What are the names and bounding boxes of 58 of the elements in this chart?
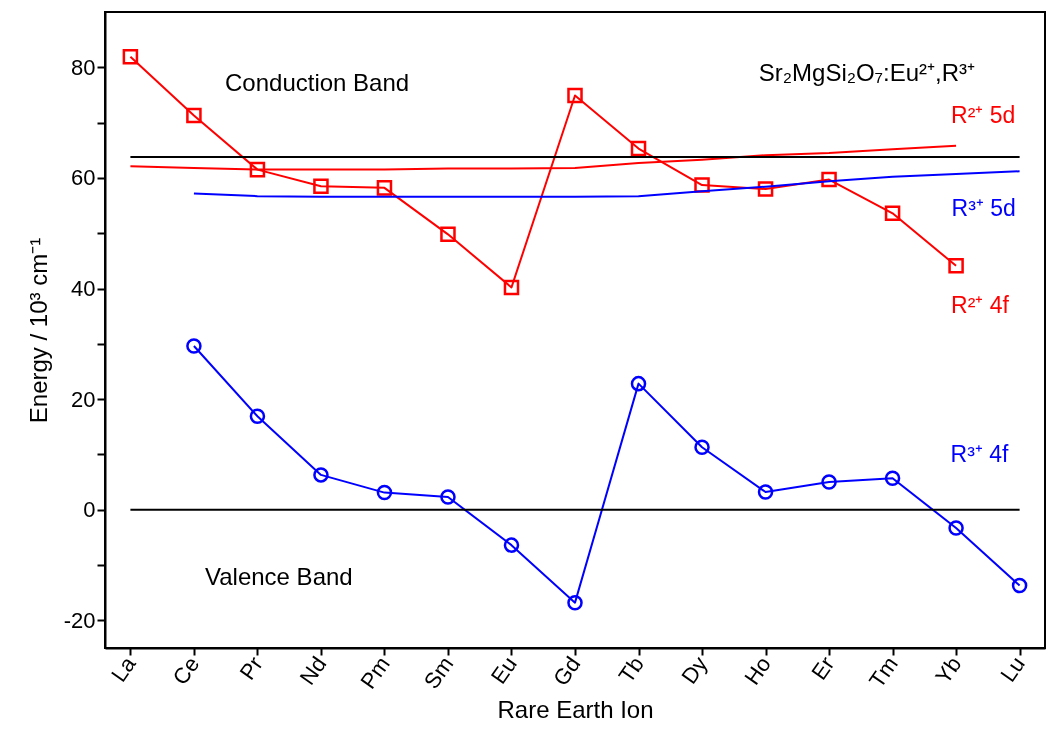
line-series: [192, 170, 1021, 198]
annotation: Sr₂MgSi₂O₇:Eu²⁺,R³⁺: [758, 59, 975, 86]
point: [503, 279, 520, 296]
y-tick-label: -20: [63, 607, 96, 633]
point: [757, 484, 774, 500]
x-tick-label: Tb: [613, 652, 649, 688]
y-tick-label: 60: [71, 165, 96, 191]
x-tick-label: Lu: [995, 652, 1030, 687]
point: [821, 171, 837, 188]
point: [440, 489, 456, 505]
x-tick-label: Pm: [355, 652, 395, 694]
series-label: R²⁺ 4f: [951, 291, 1010, 318]
x-tick-label: La: [106, 651, 142, 687]
y-tick-label: 20: [71, 386, 96, 412]
x-tick-label: Ho: [739, 652, 776, 690]
point: [376, 484, 393, 501]
x-axis-title: Rare Earth Ion: [497, 695, 654, 723]
x-tick-label: Dy: [676, 652, 713, 689]
point: [249, 161, 266, 178]
x-tick-label: Pr: [234, 652, 268, 685]
point: [948, 258, 964, 274]
x-tick-label: Eu: [485, 652, 522, 689]
point: [1011, 577, 1028, 594]
annotation: Valence Band: [205, 563, 353, 590]
y-tick-label: 40: [71, 276, 96, 302]
point: [440, 226, 456, 243]
point: [376, 180, 393, 196]
point: [821, 474, 837, 490]
point: [630, 375, 647, 392]
point: [249, 408, 266, 425]
series-label: R²⁺ 5d: [951, 101, 1016, 128]
point: [567, 87, 583, 104]
point: [122, 49, 139, 65]
point: [630, 140, 647, 157]
point: [186, 338, 202, 354]
y-tick-label: 80: [71, 54, 96, 80]
x-tick-label: Ce: [167, 652, 205, 690]
x-tick-label: Gd: [548, 652, 586, 691]
annotation: Conduction Band: [225, 69, 410, 96]
x-tick-label: Tm: [864, 652, 903, 693]
x-tick-label: Nd: [294, 652, 332, 690]
series-label: R³⁺ 5d: [951, 195, 1016, 222]
point: [313, 178, 329, 194]
x-tick-label: Yb: [930, 652, 967, 689]
point: [694, 439, 710, 455]
point: [503, 537, 520, 553]
point: [884, 470, 901, 486]
y-axis-title: Energy / 10³ cm⁻¹: [24, 237, 52, 424]
x-tick-label: Sm: [418, 652, 459, 694]
point: [884, 205, 901, 222]
point: [948, 520, 964, 536]
x-tick-label: Er: [806, 652, 840, 685]
y-tick-label: 0: [83, 497, 96, 523]
point: [313, 467, 329, 483]
point: [186, 107, 202, 124]
point: [567, 594, 583, 611]
series-label: R³⁺ 4f: [950, 441, 1010, 468]
point: [757, 181, 774, 197]
